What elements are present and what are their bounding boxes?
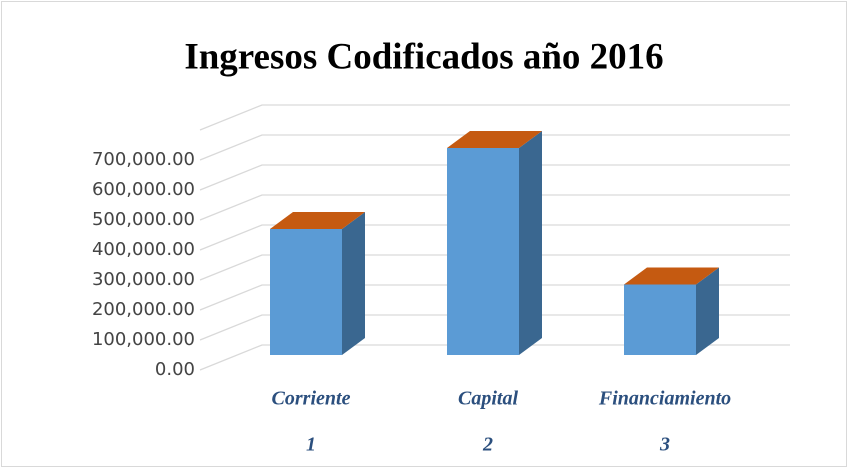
grid-line: [199, 194, 790, 221]
y-tick-label: 200,000.00: [92, 299, 195, 320]
grid-line: [199, 134, 790, 161]
grid-line: [199, 284, 790, 311]
y-tick-label: 100,000.00: [92, 329, 195, 350]
x-tick-number: 2: [482, 434, 493, 456]
y-tick-label: 700,000.00: [92, 149, 195, 170]
y-tick-label: 500,000.00: [92, 209, 195, 230]
bar: [447, 148, 519, 355]
x-tick-number: 1: [306, 434, 316, 456]
x-tick-label: Capital: [458, 388, 518, 410]
y-tick-label: 600,000.00: [92, 179, 195, 200]
y-tick-label: 400,000.00: [92, 239, 195, 260]
grid-line: [199, 314, 790, 341]
bar-top: [447, 131, 542, 148]
bar-side: [696, 267, 719, 355]
chart-title: Ingresos Codificados año 2016: [184, 36, 663, 77]
grid-line: [199, 344, 790, 371]
grid-line: [199, 224, 790, 251]
x-tick-label: Financiamiento: [598, 388, 731, 410]
x-tick-number: 3: [659, 434, 670, 456]
grid-line: [199, 104, 790, 131]
bar: [624, 284, 696, 355]
bar-top: [624, 267, 719, 285]
bar: [270, 229, 342, 355]
y-tick-label: 300,000.00: [92, 269, 195, 290]
bar-side: [342, 212, 365, 355]
bar-side: [519, 131, 542, 355]
x-tick-label: Corriente: [272, 388, 351, 410]
grid-line: [199, 254, 790, 281]
bar-top: [270, 212, 365, 229]
grid-line: [199, 164, 790, 191]
y-tick-label: 0.00: [155, 359, 195, 380]
